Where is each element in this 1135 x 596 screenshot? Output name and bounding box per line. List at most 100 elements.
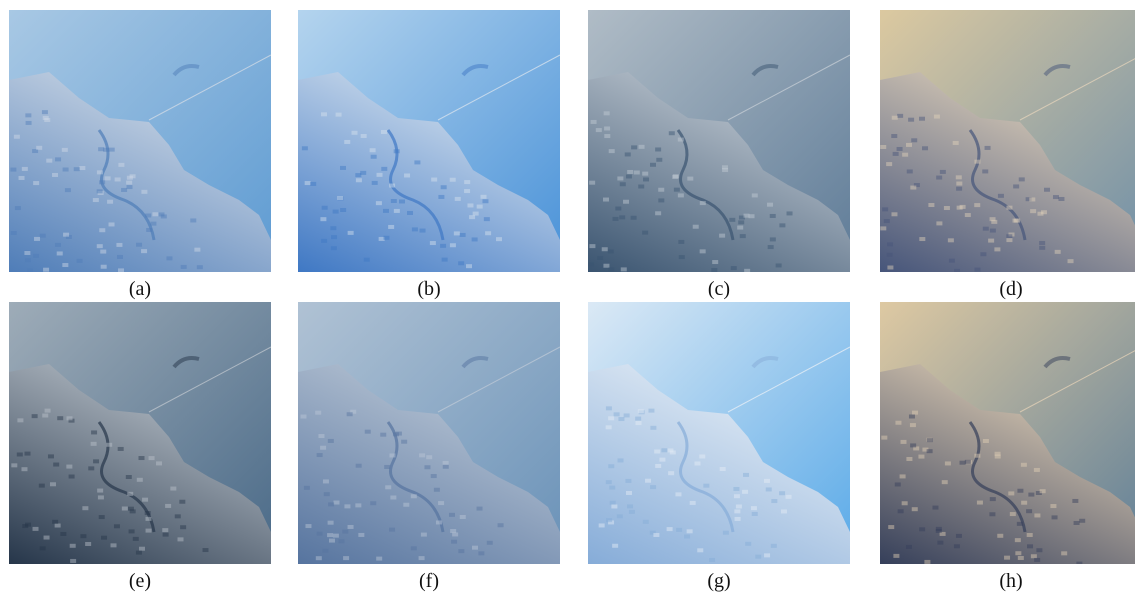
texture [965, 213, 971, 217]
texture [1053, 195, 1059, 199]
texture [10, 168, 16, 172]
texture [639, 145, 645, 149]
texture [146, 517, 152, 521]
texture [734, 494, 740, 498]
texture [414, 160, 420, 164]
satellite-image [9, 302, 271, 564]
caption: (d) [880, 278, 1135, 301]
texture [608, 464, 614, 468]
texture [352, 131, 358, 135]
texture [906, 457, 912, 461]
texture [684, 535, 690, 539]
texture [650, 163, 656, 167]
texture [908, 118, 914, 122]
texture [443, 465, 449, 469]
texture [118, 447, 124, 451]
texture [32, 414, 38, 418]
texture [74, 167, 80, 171]
texture [40, 234, 46, 238]
texture [1019, 177, 1025, 181]
texture [635, 417, 641, 421]
texture [918, 455, 924, 459]
texture [902, 153, 908, 157]
texture [65, 188, 71, 192]
texture [887, 253, 893, 257]
texture [1030, 209, 1036, 213]
texture [909, 414, 915, 418]
texture [893, 554, 899, 558]
texture [768, 245, 774, 249]
texture [1072, 499, 1078, 503]
texture [390, 496, 396, 500]
texture [658, 198, 664, 202]
texture [93, 459, 99, 463]
texture [654, 450, 660, 454]
texture [53, 463, 59, 467]
caption: (c) [588, 278, 850, 301]
texture [656, 158, 662, 162]
texture [11, 463, 17, 467]
texture [779, 491, 785, 495]
texture [1014, 219, 1020, 223]
texture [63, 168, 69, 172]
texture [770, 214, 776, 218]
texture [645, 479, 651, 483]
texture [990, 229, 996, 233]
texture [496, 237, 502, 241]
texture [604, 134, 610, 138]
texture [42, 110, 48, 114]
texture [180, 525, 186, 529]
texture [106, 443, 112, 447]
texture [327, 533, 333, 537]
texture [1017, 522, 1023, 526]
texture [389, 184, 395, 188]
texture [615, 207, 621, 211]
texture [736, 504, 742, 508]
texture [141, 190, 147, 194]
texture [619, 215, 625, 219]
texture [381, 167, 387, 171]
texture [60, 532, 66, 536]
texture [642, 231, 648, 235]
texture [957, 206, 963, 210]
texture [994, 247, 1000, 251]
texture [1055, 250, 1061, 254]
texture [100, 250, 106, 254]
texture [322, 549, 328, 553]
texture [21, 467, 27, 471]
texture [1006, 234, 1012, 238]
texture [1034, 468, 1040, 472]
texture [1029, 197, 1035, 201]
texture [1013, 184, 1019, 188]
texture [342, 530, 348, 534]
texture [936, 221, 942, 225]
texture [638, 184, 644, 188]
texture [127, 492, 133, 496]
texture [1034, 513, 1040, 517]
texture [602, 247, 608, 251]
texture [910, 423, 916, 427]
texture [742, 490, 748, 494]
texture [69, 475, 75, 479]
texture [323, 479, 329, 483]
texture [1058, 197, 1064, 201]
texture [954, 544, 960, 548]
texture [80, 534, 86, 538]
texture [751, 506, 757, 510]
texture [399, 199, 405, 203]
texture [597, 256, 603, 260]
texture [606, 518, 612, 522]
texture [455, 197, 461, 201]
texture [612, 544, 618, 548]
texture [162, 528, 168, 532]
texture [129, 529, 135, 533]
texture [43, 116, 49, 120]
texture [377, 173, 383, 177]
texture [424, 465, 430, 469]
texture [343, 556, 349, 560]
texture [944, 206, 950, 210]
texture [1017, 489, 1023, 493]
texture [389, 528, 395, 532]
texture [40, 546, 46, 550]
texture [473, 212, 479, 216]
